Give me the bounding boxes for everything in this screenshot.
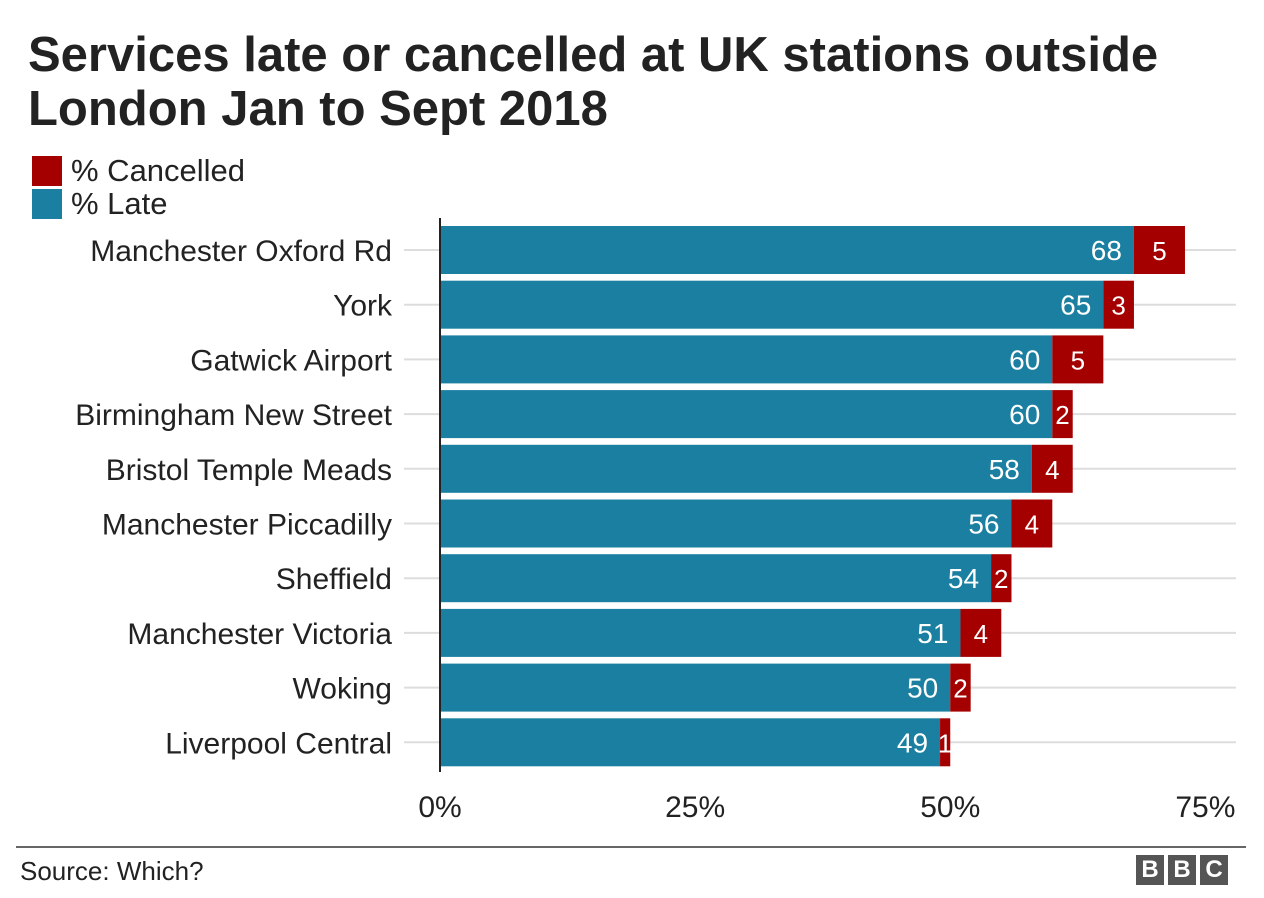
cancelled-value-label: 5 [1071,345,1085,375]
category-label: Bristol Temple Meads [106,454,392,487]
category-label: Manchester Victoria [127,618,392,651]
cancelled-value-label: 4 [1025,510,1039,540]
late-value-label: 60 [1009,344,1040,375]
late-value-label: 58 [989,454,1020,485]
bar-late [440,663,951,712]
cancelled-value-label: 5 [1152,236,1166,266]
legend-label: % Late [71,186,168,221]
bar-cancelled [1103,280,1134,329]
late-value-label: 51 [917,618,948,649]
late-value-label: 49 [897,727,928,758]
cancelled-value-label: 2 [994,564,1008,594]
cancelled-value-label: 4 [1045,455,1059,485]
x-tick-label: 25% [665,791,725,824]
late-value-label: 65 [1060,290,1091,321]
cancelled-value-label: 1 [938,728,952,758]
bbc-logo-letter: B [1168,855,1196,885]
bar-cancelled [991,554,1012,603]
bbc-logo-letter: C [1200,855,1228,885]
category-label: Woking [293,673,393,706]
x-tick-label: 75% [1175,791,1235,824]
cancelled-value-label: 2 [1055,400,1069,430]
bar-cancelled [1031,444,1073,493]
source-text: Source: Which? [20,856,204,886]
category-label: Birmingham New Street [75,399,392,432]
bbc-logo-letter: B [1136,855,1164,885]
category-label: Manchester Piccadilly [102,509,392,542]
bar-cancelled [1011,499,1053,548]
legend-item: % Cancelled [32,154,245,187]
cancelled-value-label: 2 [953,674,967,704]
legend-item: % Late [32,187,245,220]
category-label: Manchester Oxford Rd [90,235,392,268]
x-tick-label: 0% [418,791,461,824]
category-label: York [333,290,393,323]
bar-late [440,226,1134,274]
bar-late [440,608,961,657]
legend-swatch [32,155,62,186]
late-value-label: 68 [1091,235,1122,266]
late-value-label: 56 [968,509,999,540]
legend: % Cancelled% Late [32,154,245,220]
cancelled-value-label: 4 [974,619,988,649]
legend-swatch [32,188,62,219]
late-value-label: 60 [1009,399,1040,430]
category-label: Sheffield [276,563,392,596]
bar-late [440,335,1053,384]
bar-late [440,499,1012,548]
chart-title: Services late or cancelled at UK station… [28,28,1159,136]
bar-late [440,444,1032,493]
late-value-label: 50 [907,673,938,704]
category-label: Gatwick Airport [190,344,392,377]
bar-cancelled [960,608,1002,657]
bar-cancelled [950,663,971,712]
legend-label: % Cancelled [71,153,246,188]
bar-cancelled [940,718,951,767]
bar-late [440,280,1104,329]
footer-divider [16,846,1246,848]
late-value-label: 54 [948,563,979,594]
bar-cancelled [1052,335,1104,384]
bar-late [440,554,992,603]
category-label: Liverpool Central [165,727,392,760]
bar-cancelled [1052,390,1073,439]
bar-late [440,390,1053,439]
bar-late [440,718,941,767]
x-tick-label: 50% [920,791,980,824]
cancelled-value-label: 3 [1111,291,1125,321]
bar-cancelled [1133,226,1185,274]
